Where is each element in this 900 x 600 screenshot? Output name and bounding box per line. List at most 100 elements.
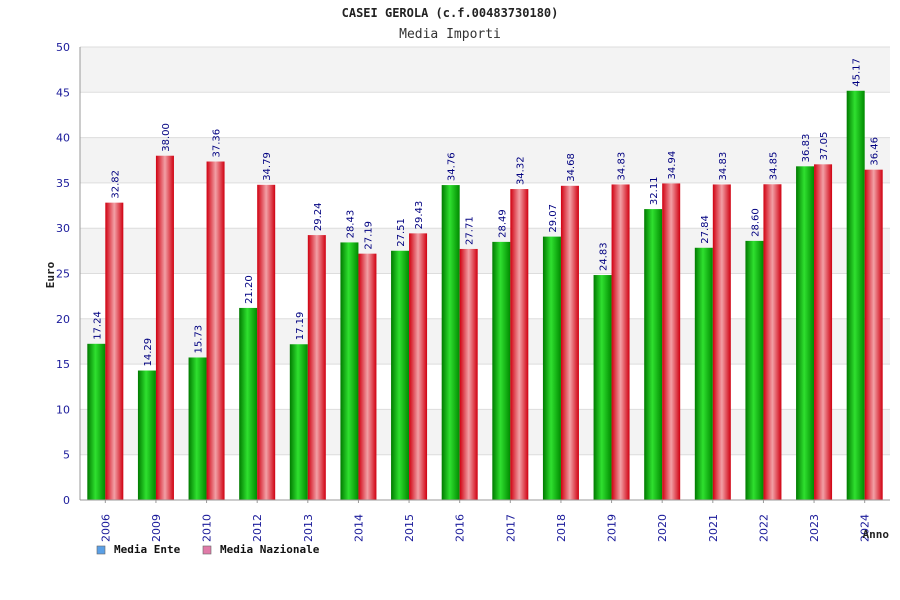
x-tick-label: 2010	[201, 514, 214, 542]
bar-media-ente-2014	[340, 242, 359, 500]
x-tick-label: 2006	[99, 514, 112, 542]
bar-media-ente-2021	[694, 247, 713, 500]
value-label: 29.43	[414, 201, 425, 230]
value-label: 34.68	[566, 153, 577, 182]
x-tick-labels: 2006 2009 2010 2012 2013 2014 2015 2016 2017 2018…	[99, 514, 871, 542]
value-label: 28.49	[497, 209, 508, 238]
axes	[79, 47, 890, 503]
value-label: 15.73	[194, 325, 205, 354]
value-label: 34.76	[447, 152, 458, 181]
value-label: 24.83	[599, 242, 610, 271]
y-tick-label: 5	[63, 449, 70, 462]
bar-media-ente-2009	[137, 370, 156, 500]
chart-subtitle: Media Importi	[399, 27, 501, 42]
x-tick-label: 2016	[454, 514, 467, 542]
bar-media-ente-2012	[239, 307, 258, 500]
value-label: 28.60	[750, 208, 761, 237]
y-tick-label: 25	[56, 268, 70, 281]
bar-media-nazionale-2017	[510, 189, 529, 501]
bar-media-ente-2024	[846, 90, 865, 500]
bar-media-ente-2016	[441, 185, 460, 500]
bar-media-nazionale-2020	[662, 183, 681, 500]
y-tick-label: 45	[56, 86, 70, 99]
value-label: 17.19	[295, 312, 306, 341]
y-axis-label: Euro	[44, 261, 57, 288]
x-tick-label: 2017	[504, 514, 517, 542]
bar-media-ente-2023	[796, 166, 815, 501]
value-label: 27.19	[363, 221, 374, 250]
chart-title: CASEI GEROLA (c.f.00483730180)	[342, 6, 559, 20]
bar-media-nazionale-2009	[155, 155, 174, 500]
x-tick-label: 2018	[555, 514, 568, 542]
value-label: 21.20	[244, 275, 255, 304]
bar-media-ente-2015	[391, 250, 410, 500]
y-tick-labels: 0 5 10 15 20 25 30 35 40 45 50	[56, 41, 70, 507]
value-label: 45.17	[852, 58, 863, 87]
value-label: 14.29	[143, 338, 154, 367]
bar-media-ente-2013	[289, 344, 308, 500]
x-tick-label: 2022	[757, 514, 770, 542]
x-tick-label: 2012	[251, 514, 264, 542]
bar-media-nazionale-2012	[257, 184, 276, 500]
bar-media-ente-2019	[593, 275, 612, 500]
value-label: 37.36	[212, 129, 223, 158]
bar-media-nazionale-2023	[814, 164, 833, 500]
x-tick-label: 2023	[808, 514, 821, 542]
x-tick-label: 2019	[606, 514, 619, 542]
x-axis-label: Anno	[863, 528, 890, 541]
bar-media-nazionale-2010	[206, 161, 225, 500]
x-tick-label: 2015	[403, 514, 416, 542]
value-label: 34.94	[667, 151, 678, 180]
y-tick-label: 10	[56, 403, 70, 416]
bar-media-nazionale-2018	[560, 185, 579, 500]
bar-media-ente-2010	[188, 357, 207, 500]
x-tick-label: 2013	[302, 514, 315, 542]
bar-media-ente-2022	[745, 240, 764, 500]
x-tick-label: 2024	[859, 514, 872, 542]
bar-media-nazionale-2024	[864, 169, 883, 500]
legend-swatch-media-ente	[96, 545, 106, 555]
value-label: 38.00	[161, 123, 172, 152]
bar-media-nazionale-2022	[763, 184, 782, 500]
bar-media-ente-2020	[644, 209, 663, 500]
value-labels: 17.24 32.82 14.29 38.00 15.73 37.36 21.20 34.79…	[92, 58, 880, 366]
bar-media-nazionale-2021	[712, 184, 731, 501]
value-label: 34.32	[515, 156, 526, 185]
bar-media-nazionale-2013	[307, 235, 326, 500]
bar-media-ente-2006	[87, 343, 106, 500]
y-tick-label: 35	[56, 177, 70, 190]
value-label: 36.83	[801, 134, 812, 163]
value-label: 34.85	[768, 152, 779, 181]
y-tick-label: 50	[56, 41, 70, 54]
value-label: 29.24	[313, 202, 324, 231]
x-tick-label: 2020	[656, 514, 669, 542]
value-label: 34.83	[718, 152, 729, 181]
value-label: 29.07	[548, 204, 559, 233]
x-tick-label: 2021	[707, 514, 720, 542]
value-label: 32.11	[649, 176, 660, 205]
value-label: 32.82	[110, 170, 121, 199]
bar-media-nazionale-2014	[358, 253, 377, 500]
y-tick-label: 30	[56, 222, 70, 235]
legend: Media Ente Media Nazionale	[96, 543, 320, 556]
value-label: 27.51	[396, 218, 407, 247]
legend-swatch-media-nazionale	[202, 545, 212, 555]
value-label: 27.84	[700, 215, 711, 244]
y-tick-label: 40	[56, 132, 70, 145]
value-label: 36.46	[870, 137, 881, 166]
plot-band	[80, 47, 890, 93]
value-label: 17.24	[92, 311, 103, 340]
value-label: 34.83	[617, 152, 628, 181]
bar-media-nazionale-2019	[611, 184, 630, 501]
y-tick-label: 0	[63, 494, 70, 507]
value-label: 34.79	[262, 152, 273, 181]
value-label: 37.05	[819, 132, 830, 161]
x-tick-label: 2014	[352, 514, 365, 542]
x-tick-label: 2009	[150, 514, 163, 542]
value-label: 27.71	[465, 216, 476, 245]
bar-media-nazionale-2016	[459, 248, 478, 500]
plot-band	[80, 92, 890, 138]
bars-group	[87, 90, 883, 501]
y-tick-label: 15	[56, 358, 70, 371]
